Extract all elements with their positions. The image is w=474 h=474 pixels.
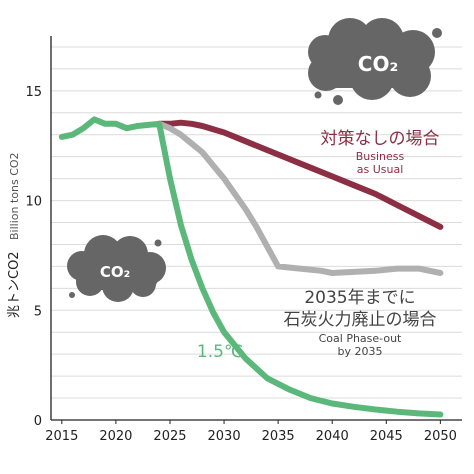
co2-cloud-large-label: CO₂ (358, 52, 398, 76)
coal-label-en-line2: by 2035 (338, 345, 383, 358)
x-tick-label: 2040 (316, 429, 349, 444)
bau-label-en-line2: as Usual (357, 163, 404, 176)
series-line-2 (156, 120, 444, 276)
series-line-3 (58, 116, 444, 418)
x-tick-label: 2025 (153, 429, 186, 444)
x-tick-label: 2015 (45, 429, 78, 444)
axes (50, 36, 462, 421)
co2-cloud-small-label: CO₂ (100, 263, 130, 281)
coal-label-en-line1: Coal Phase-out (319, 332, 402, 345)
x-tick-label: 2045 (370, 429, 403, 444)
co2-cloud-small-icon: CO₂ (67, 235, 166, 302)
y-axis-label: 兆トンCO2 (7, 251, 22, 318)
y-axis-label-secondary: Billion tons CO2 (8, 152, 21, 240)
tick-labels: 2015 2020 2025 2030 2035 2040 2045 2050 0 5 10 15 (25, 85, 456, 444)
pathway-1-5c-label: 1.5℃ (197, 342, 243, 362)
co2-cloud-large-icon: CO₂ (308, 18, 442, 105)
x-tick-label: 2050 (424, 429, 457, 444)
y-tick-label: 15 (25, 85, 42, 100)
coal-label-ja-line2: 石炭火力廃止の場合 (284, 310, 437, 330)
y-tick-label: 5 (34, 304, 42, 319)
series-line-1 (156, 119, 444, 230)
x-tick-label: 2030 (208, 429, 241, 444)
bau-label-en-line1: Business (356, 150, 405, 163)
coal-label-ja-line1: 2035年までに (304, 288, 415, 308)
y-tick-label: 0 (34, 414, 42, 429)
x-tick-label: 2020 (99, 429, 132, 444)
x-tick-label: 2035 (262, 429, 295, 444)
y-tick-label: 10 (25, 195, 42, 210)
bau-label-ja: 対策なしの場合 (321, 129, 440, 149)
series-lines (58, 116, 444, 418)
